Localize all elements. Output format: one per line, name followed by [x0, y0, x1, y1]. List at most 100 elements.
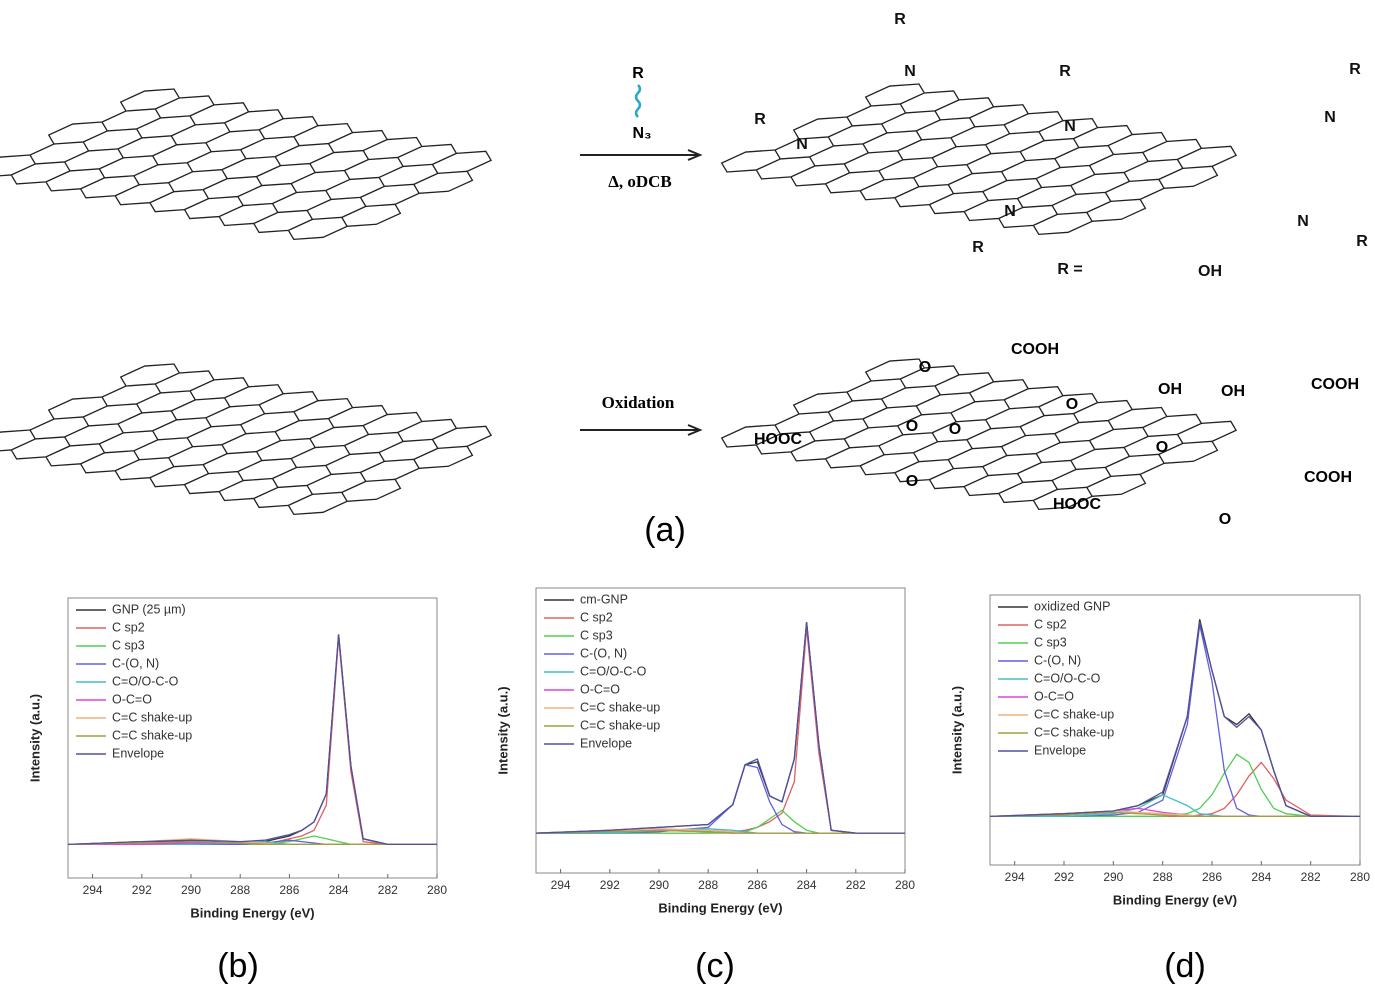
graphene-sheet: [0, 86, 520, 247]
legend-label: C-(O, N): [580, 646, 627, 660]
legend-label: C sp2: [580, 610, 613, 624]
panel-label: (c): [695, 947, 735, 985]
legend-label: oxidized GNP: [1034, 599, 1110, 613]
group-label: HOOC: [1053, 496, 1101, 513]
x-tick-label: 294: [83, 883, 103, 897]
reagent-azide: N₃: [633, 125, 652, 142]
group-label: HOOC: [754, 431, 802, 448]
group-label: COOH: [1311, 376, 1359, 393]
legend-label: C=C shake-up: [580, 700, 660, 714]
group-label: COOH: [1304, 469, 1352, 486]
x-tick-label: 284: [329, 883, 349, 897]
y-axis-label: Intensity (a.u.): [495, 686, 510, 774]
reagent-r: R: [632, 65, 644, 82]
x-tick-label: 280: [1350, 870, 1370, 884]
legend-label: GNP (25 µm): [112, 602, 186, 616]
legend-label: C=C shake-up: [580, 718, 660, 732]
figure: R N₃ Δ, oDCB Oxidation (a) RNRNRNRNNRNRR…: [0, 0, 1375, 992]
x-axis-label: Binding Energy (eV): [658, 900, 782, 915]
y-axis-label: Intensity (a.u.): [27, 694, 42, 782]
legend-label: O-C=O: [1034, 689, 1074, 703]
atom-label: N: [1297, 213, 1309, 230]
legend-label: C=O/O-C-O: [580, 664, 647, 678]
series-line: [990, 762, 1360, 816]
group-label: O: [1066, 396, 1078, 413]
atom-label: R: [1349, 61, 1361, 78]
x-tick-label: 292: [1054, 870, 1074, 884]
x-tick-label: 286: [747, 878, 767, 892]
legend-label: O-C=O: [580, 682, 620, 696]
atom-label: N: [1064, 118, 1076, 135]
group-label: O: [1219, 511, 1231, 528]
conditions: Δ, oDCB: [608, 172, 672, 191]
group-label: O: [1156, 439, 1168, 456]
group-label: O: [949, 421, 961, 438]
graphene-sheet: [0, 361, 520, 522]
x-tick-label: 290: [649, 878, 669, 892]
x-tick-label: 282: [846, 878, 866, 892]
legend-label: C sp2: [1034, 617, 1067, 631]
x-tick-label: 286: [1202, 870, 1222, 884]
legend-label: C=O/O-C-O: [112, 674, 179, 688]
atom-label: N: [904, 63, 916, 80]
legend-label: Envelope: [1034, 743, 1086, 757]
x-tick-label: 280: [895, 878, 915, 892]
atom-label: N: [1004, 203, 1016, 220]
legend-label: O-C=O: [112, 692, 152, 706]
atom-label: R: [894, 11, 906, 28]
panel-label: (d): [1164, 947, 1206, 985]
x-tick-label: 292: [132, 883, 152, 897]
legend-label: C sp3: [1034, 635, 1067, 649]
legend-label: C-(O, N): [1034, 653, 1081, 667]
group-label: O: [919, 359, 931, 376]
legend-label: C sp3: [580, 628, 613, 642]
atom-label: R =: [1057, 261, 1082, 278]
legend-label: C=O/O-C-O: [1034, 671, 1101, 685]
legend-label: C=C shake-up: [112, 728, 192, 742]
atom-label: R: [754, 111, 766, 128]
group-label: O: [906, 473, 918, 490]
x-tick-label: 294: [551, 878, 571, 892]
legend-label: Envelope: [112, 746, 164, 760]
atom-label: N: [796, 136, 808, 153]
atom-label: N: [1324, 109, 1336, 126]
group-label: OH: [1221, 383, 1245, 400]
series-line: [536, 765, 905, 833]
legend-label: C=C shake-up: [1034, 707, 1114, 721]
x-tick-label: 284: [1251, 870, 1271, 884]
group-label: O: [906, 418, 918, 435]
xps-charts: 294 292 290 288 286 284 282 280 Binding Energy (…: [27, 588, 1370, 985]
product-2-labels: COOH O O OH OH COOH HOOC O O O O COOH HOOC O: [754, 341, 1359, 528]
legend-label: Envelope: [580, 736, 632, 750]
x-tick-label: 288: [230, 883, 250, 897]
group-label: OH: [1158, 381, 1182, 398]
legend-label: C=C shake-up: [1034, 725, 1114, 739]
y-axis-label: Intensity (a.u.): [949, 686, 964, 774]
x-tick-label: 282: [1301, 870, 1321, 884]
x-tick-label: 292: [600, 878, 620, 892]
legend-label: C-(O, N): [112, 656, 159, 670]
x-axis-label: Binding Energy (eV): [190, 905, 314, 920]
x-tick-label: 290: [181, 883, 201, 897]
atom-label: R: [1059, 63, 1071, 80]
legend-label: C sp2: [112, 620, 145, 634]
panel-label: (a): [644, 511, 686, 549]
x-tick-label: 294: [1005, 870, 1025, 884]
panel-label: (b): [217, 947, 259, 985]
group-label: COOH: [1011, 341, 1059, 358]
x-tick-label: 284: [797, 878, 817, 892]
graphene-sheet: [710, 81, 1266, 242]
x-tick-label: 288: [1153, 870, 1173, 884]
x-tick-label: 290: [1103, 870, 1123, 884]
legend-label: cm-GNP: [580, 592, 628, 606]
x-tick-label: 282: [378, 883, 398, 897]
atom-label: R: [972, 239, 984, 256]
atom-label: R: [1356, 233, 1368, 250]
x-tick-label: 286: [279, 883, 299, 897]
graphene-sheets: [0, 81, 1265, 522]
x-axis-label: Binding Energy (eV): [1113, 892, 1237, 907]
legend-label: C=C shake-up: [112, 710, 192, 724]
legend-label: C sp3: [112, 638, 145, 652]
x-tick-label: 288: [698, 878, 718, 892]
